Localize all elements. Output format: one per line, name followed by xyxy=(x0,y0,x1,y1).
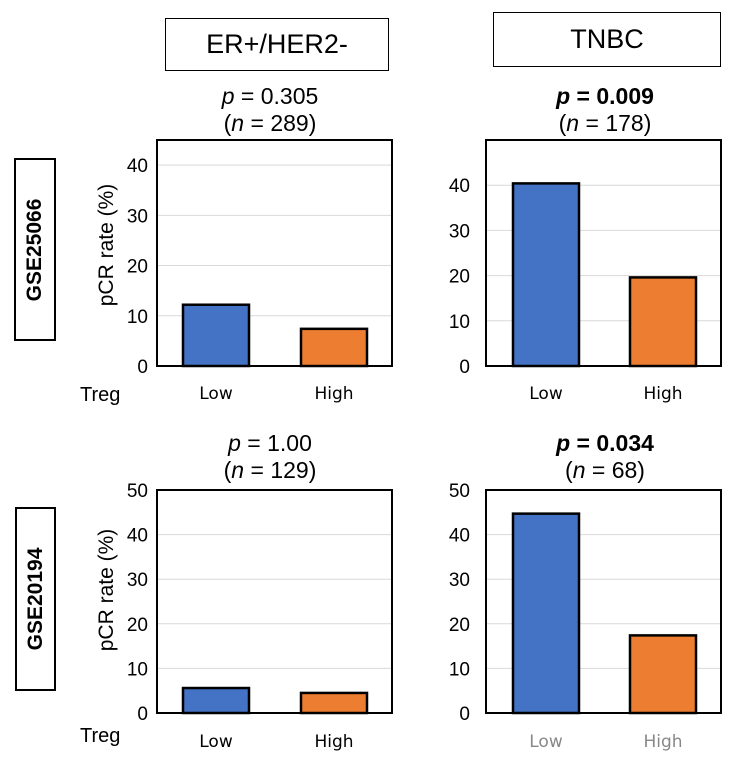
y-tick-label-4-3: 30 xyxy=(449,570,470,591)
y-tick-label-1-4: 40 xyxy=(127,156,148,177)
row-label-gse25066: GSE25066 xyxy=(14,158,56,341)
y-tick-label-4-2: 20 xyxy=(449,615,470,636)
bar-3-high xyxy=(299,691,369,715)
bar-1-high xyxy=(299,327,369,368)
y-tick-label-3-2: 20 xyxy=(127,615,148,636)
x-tick-label-2-low: Low xyxy=(529,384,563,404)
bar-3-low xyxy=(181,686,251,715)
panel-1-p-value: p = 0.305 xyxy=(221,83,319,109)
y-tick-label-4-1: 10 xyxy=(449,659,470,680)
column-header-er-her2-label: ER+/HER2- xyxy=(206,29,348,59)
y-tick-label-4-4: 40 xyxy=(449,526,470,547)
y-tick-label-2-0: 0 xyxy=(459,357,470,378)
panel-4-n-value: (n = 68) xyxy=(565,457,645,483)
bar-1-low xyxy=(181,303,251,368)
panel-3-n-value: (n = 129) xyxy=(223,457,317,483)
x-tick-label-1-low: Low xyxy=(199,384,233,404)
y-tick-label-3-1: 10 xyxy=(127,659,148,680)
panel-3-stats: p = 1.00 (n = 129) xyxy=(170,430,370,484)
y-tick-label-3-0: 0 xyxy=(137,704,148,725)
bar-4-low xyxy=(511,512,581,715)
x-tick-label-2-high: High xyxy=(643,384,682,404)
treg-label-bottom: Treg xyxy=(80,725,121,747)
column-header-tnbc-label: TNBC xyxy=(570,24,644,54)
panel-3-p-value: p = 1.00 xyxy=(228,430,312,456)
plot-frame-2 xyxy=(485,139,722,367)
column-header-tnbc: TNBC xyxy=(493,12,721,67)
plot-frame-4 xyxy=(485,489,722,714)
y-tick-label-1-1: 10 xyxy=(127,307,148,328)
y-tick-label-2-4: 40 xyxy=(449,176,470,197)
y-tick-label-2-1: 10 xyxy=(449,312,470,333)
y-tick-label-4-5: 50 xyxy=(449,481,470,502)
panel-4-p-value: p = 0.034 xyxy=(556,430,654,456)
panel-2-n-value: (n = 178) xyxy=(558,110,652,136)
bar-4-high xyxy=(628,634,698,715)
row-label-gse20194: GSE20194 xyxy=(15,507,56,691)
y-tick-label-3-5: 50 xyxy=(127,481,148,502)
panel-4-stats: p = 0.034 (n = 68) xyxy=(505,430,705,484)
x-tick-label-3-low: Low xyxy=(199,732,233,752)
plot-frame-3 xyxy=(156,489,393,714)
panel-2-stats: p = 0.009 (n = 178) xyxy=(505,83,705,137)
y-tick-label-1-0: 0 xyxy=(137,357,148,378)
y-tick-label-2-2: 20 xyxy=(449,267,470,288)
plot-frame-1 xyxy=(156,139,393,367)
y-tick-label-1-3: 30 xyxy=(127,206,148,227)
bar-2-high xyxy=(628,276,698,368)
y-tick-label-1-2: 20 xyxy=(127,257,148,278)
bar-2-low xyxy=(511,182,581,368)
x-tick-label-4-low: Low xyxy=(529,732,563,752)
x-tick-label-4-high: High xyxy=(643,732,682,752)
treg-label-top: Treg xyxy=(80,384,121,406)
x-tick-label-3-high: High xyxy=(314,732,353,752)
panel-1-n-value: (n = 289) xyxy=(223,110,317,136)
y-tick-label-3-3: 30 xyxy=(127,570,148,591)
panel-2-p-value: p = 0.009 xyxy=(556,83,654,109)
panel-1-stats: p = 0.305 (n = 289) xyxy=(170,83,370,137)
y-tick-label-4-0: 0 xyxy=(459,704,470,725)
column-header-er-her2: ER+/HER2- xyxy=(165,18,389,71)
y-tick-label-3-4: 40 xyxy=(127,526,148,547)
x-tick-label-1-high: High xyxy=(314,384,353,404)
y-tick-label-2-3: 30 xyxy=(449,221,470,242)
